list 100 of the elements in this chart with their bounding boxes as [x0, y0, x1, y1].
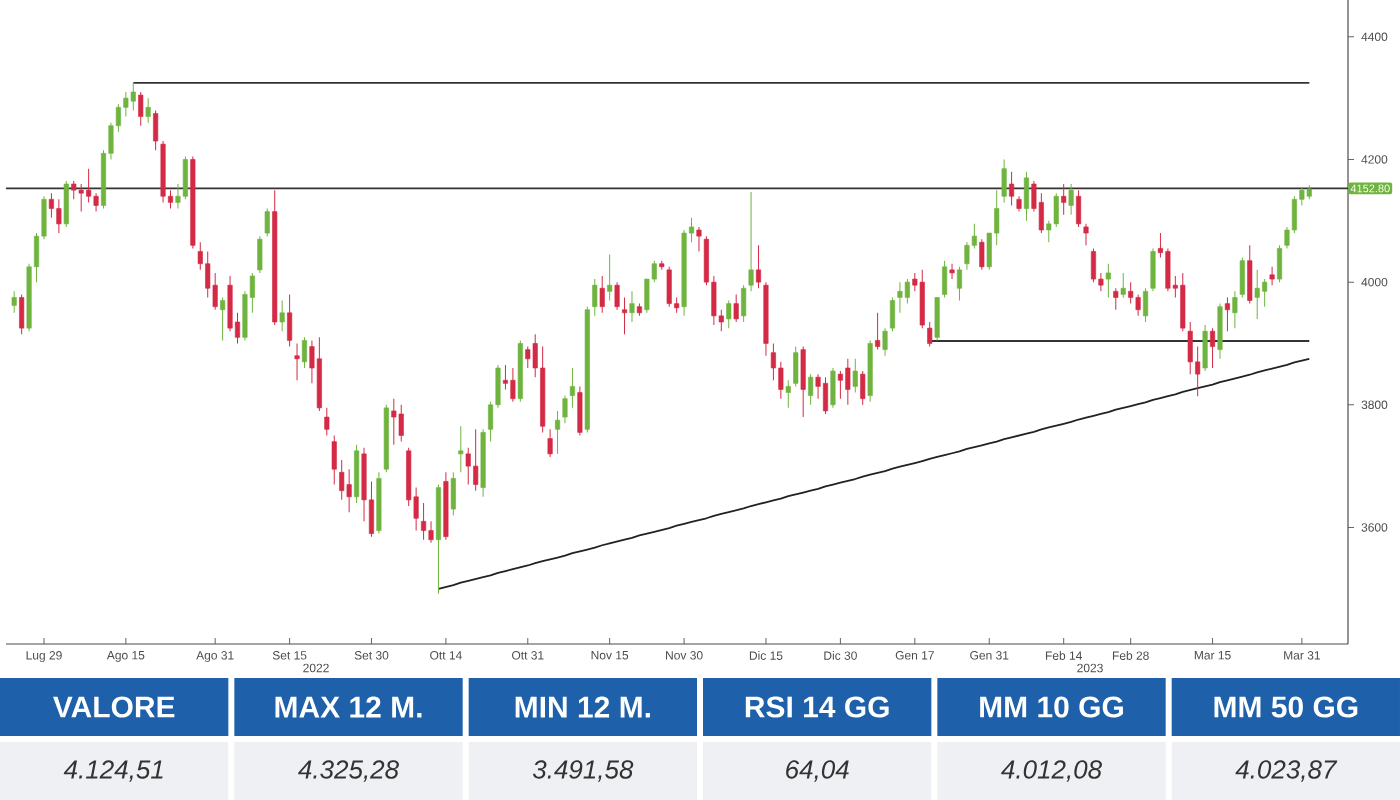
- candlestick: [48, 192, 54, 219]
- candlestick: [1143, 287, 1149, 323]
- candlestick: [897, 281, 903, 314]
- candlestick: [220, 296, 226, 341]
- candlestick: [1187, 321, 1193, 375]
- text: MM 10 GG: [980, 696, 1123, 718]
- candlestick: [264, 208, 270, 237]
- text: MIN 12 M.: [515, 696, 650, 718]
- candlestick: [1202, 324, 1208, 372]
- candlestick: [1083, 223, 1089, 246]
- candlestick: [1105, 263, 1111, 298]
- candlestick: [1009, 171, 1015, 206]
- text: MM 50 GG: [1214, 696, 1358, 718]
- candlestick: [547, 428, 553, 458]
- candlestick: [1254, 269, 1260, 320]
- candlestick: [979, 238, 985, 271]
- candlestick: [942, 260, 948, 298]
- candlestick: [1090, 247, 1096, 283]
- candlestick: [1001, 158, 1007, 203]
- candlestick: [227, 275, 233, 332]
- text: VALORE: [53, 696, 175, 718]
- candlestick: [875, 312, 881, 351]
- candlestick: [130, 82, 136, 111]
- candlestick: [398, 404, 404, 443]
- candlestick: [1113, 287, 1119, 311]
- text: 64,04: [786, 760, 849, 782]
- candlestick: [569, 367, 575, 409]
- candlestick: [837, 370, 843, 400]
- candlestick: [458, 425, 464, 473]
- candlestick: [1210, 327, 1216, 369]
- candlestick: [949, 263, 955, 280]
- candlestick: [793, 346, 799, 387]
- candlestick: [1076, 189, 1082, 228]
- text: 4.124,51: [63, 760, 163, 782]
- candlestick: [830, 367, 836, 409]
- candlestick: [785, 379, 791, 409]
- text: 4.023,87: [1235, 760, 1338, 782]
- candlestick: [726, 300, 732, 329]
- candlestick: [145, 97, 151, 124]
- candlestick: [301, 336, 308, 369]
- candlestick: [622, 296, 628, 335]
- candlestick: [63, 180, 69, 228]
- candlestick: [56, 198, 62, 234]
- candlestick: [138, 91, 144, 127]
- candlestick: [889, 296, 896, 332]
- candlestick: [822, 376, 829, 415]
- candlestick: [964, 241, 970, 271]
- candlestick: [1247, 244, 1253, 305]
- text: 4.325,28: [298, 760, 399, 782]
- candlestick: [510, 367, 516, 403]
- candlestick: [919, 269, 925, 329]
- candlestick: [592, 278, 598, 317]
- candlestick: [607, 254, 613, 302]
- candlestick: [808, 373, 814, 406]
- candlestick: [1120, 272, 1126, 298]
- candlestick: [956, 266, 963, 302]
- candlestick: [733, 293, 739, 323]
- candlestick: [845, 358, 851, 406]
- candlestick: [19, 293, 25, 335]
- text: 3.491,58: [532, 760, 634, 782]
- candlestick: [927, 321, 933, 348]
- candlestick: [465, 447, 471, 486]
- candlestick: [1150, 247, 1156, 292]
- candlestick: [421, 502, 427, 541]
- candlestick: [525, 346, 531, 369]
- candlestick: [860, 370, 866, 406]
- candlestick: [1262, 278, 1268, 308]
- candlestick: [123, 91, 129, 118]
- candlestick: [1165, 247, 1171, 292]
- candlestick: [1224, 296, 1230, 332]
- candlestick: [11, 290, 17, 314]
- candlestick: [78, 183, 84, 213]
- candlestick: [346, 468, 352, 513]
- candlestick: [71, 180, 77, 200]
- candlestick: [354, 444, 360, 504]
- candlestick: [1277, 244, 1283, 283]
- candlestick: [577, 385, 583, 436]
- candlestick: [1068, 183, 1074, 216]
- candlestick: [555, 410, 561, 455]
- candlestick: [473, 428, 479, 492]
- candlestick: [696, 226, 702, 252]
- text: RSI 14 GG: [745, 696, 889, 718]
- candlestick: [257, 235, 263, 274]
- candlestick: [934, 296, 940, 341]
- candlestick: [1269, 266, 1275, 286]
- candlestick: [331, 434, 337, 486]
- candlestick: [279, 300, 285, 332]
- candlestick: [294, 342, 300, 381]
- candlestick: [391, 398, 397, 446]
- candlestick: [1023, 171, 1029, 222]
- candlestick: [666, 266, 672, 308]
- candlestick: [428, 520, 434, 544]
- candlestick: [755, 244, 762, 289]
- candlestick: [614, 281, 620, 311]
- candlestick: [1217, 303, 1223, 360]
- candlestick: [882, 327, 888, 357]
- candlestick: [562, 395, 568, 424]
- candlestick: [800, 346, 806, 418]
- candlestick: [1180, 272, 1186, 332]
- text: 4.012,08: [1001, 760, 1102, 782]
